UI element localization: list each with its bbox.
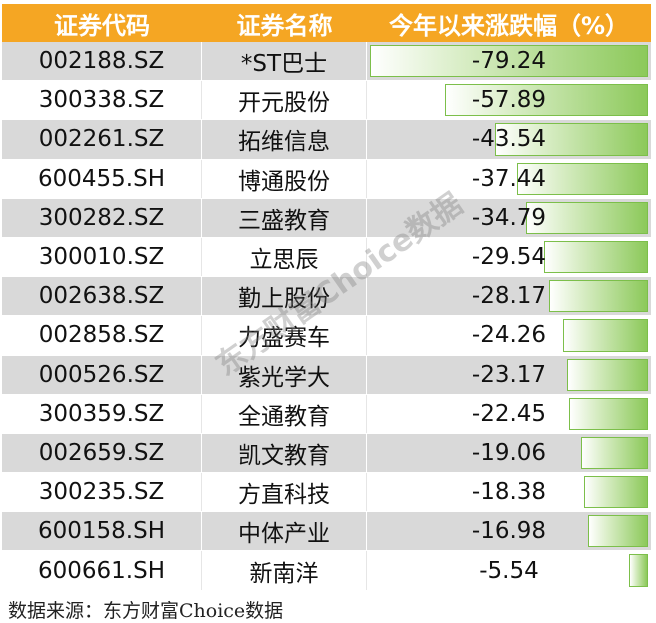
table-row: 002659.SZ 凯文教育 -19.06 [2, 433, 651, 474]
cell-change: -57.89 [367, 81, 651, 119]
cell-name: 新南洋 [202, 551, 367, 590]
cell-name: 紫光学大 [202, 355, 367, 394]
header-code: 证券代码 [54, 11, 150, 40]
table-row: 002638.SZ 勤上股份 -28.17 [2, 277, 651, 317]
cell-code: 300282.SZ [2, 198, 202, 237]
source-note: 数据来源：东方财富Choice数据 [8, 600, 284, 622]
cell-change: -43.54 [367, 120, 651, 158]
cell-change: -28.17 [367, 277, 651, 315]
cell-code: 300010.SZ [2, 237, 202, 277]
table-row: 600661.SH 新南洋 -5.54 [2, 551, 651, 591]
cell-code: 300235.SZ [2, 473, 202, 512]
change-value: -24.26 [471, 322, 547, 349]
cell-change: -79.24 [367, 42, 651, 80]
table-row: 300282.SZ 三盛教育 -34.79 [2, 198, 651, 238]
table-row: 300010.SZ 立思辰 -29.54 [2, 237, 651, 278]
change-bar [544, 240, 648, 274]
change-bar [566, 358, 648, 391]
change-value: -22.45 [471, 400, 547, 427]
cell-code: 002858.SZ [2, 316, 202, 355]
change-bar [549, 280, 648, 313]
cell-code: 000526.SZ [2, 355, 202, 394]
cell-code: 600661.SH [2, 551, 202, 590]
cell-name: 立思辰 [202, 237, 367, 277]
change-bar [628, 554, 648, 587]
cell-code: 600455.SH [2, 159, 202, 198]
cell-name: 拓维信息 [202, 120, 367, 159]
cell-code: 300338.SZ [2, 81, 202, 120]
change-bar [581, 436, 648, 470]
header-change: 今年以来涨跌幅（%） [388, 11, 630, 40]
change-value: -5.54 [479, 557, 539, 584]
cell-name: 中体产业 [202, 512, 367, 551]
cell-code: 002188.SZ [2, 42, 202, 81]
table-row: 002188.SZ *ST巴士 -79.24 [2, 42, 651, 82]
cell-code: 002261.SZ [2, 120, 202, 159]
change-value: -18.38 [471, 479, 547, 506]
change-value: -29.54 [471, 244, 547, 271]
change-value: -57.89 [471, 87, 547, 114]
table-row: 300338.SZ 开元股份 -57.89 [2, 81, 651, 121]
change-bar [562, 319, 648, 352]
table-row: 002261.SZ 拓维信息 -43.54 [2, 120, 651, 160]
change-value: -28.17 [471, 283, 547, 310]
cell-code: 600158.SH [2, 512, 202, 551]
change-value: -34.79 [471, 204, 547, 231]
table-row: 600158.SH 中体产业 -16.98 [2, 512, 651, 552]
cell-change: -5.54 [367, 551, 651, 589]
change-bar [588, 515, 648, 548]
cell-name: *ST巴士 [202, 42, 367, 81]
cell-name: 力盛赛车 [202, 316, 367, 355]
change-bar [444, 84, 648, 117]
table-body: 002188.SZ *ST巴士 -79.24 300338.SZ 开元股份 -57.89 0… [2, 42, 651, 591]
change-value: -37.44 [471, 165, 547, 192]
change-value: -19.06 [471, 439, 547, 466]
table-row: 002858.SZ 力盛赛车 -24.26 [2, 316, 651, 356]
cell-name: 三盛教育 [202, 198, 367, 237]
cell-change: -37.44 [367, 160, 651, 198]
change-value: -43.54 [471, 126, 547, 153]
cell-change: -19.06 [367, 434, 651, 472]
cell-change: -29.54 [367, 238, 651, 276]
cell-change: -23.17 [367, 356, 651, 394]
cell-code: 002638.SZ [2, 277, 202, 316]
table-row: 300359.SZ 全通教育 -22.45 [2, 394, 651, 434]
cell-name: 凯文教育 [202, 433, 367, 473]
cell-name: 全通教育 [202, 394, 367, 433]
cell-code: 300359.SZ [2, 394, 202, 433]
change-bar [583, 476, 648, 509]
cell-change: -16.98 [367, 512, 651, 550]
change-bar [370, 45, 648, 78]
cell-name: 博通股份 [202, 159, 367, 198]
cell-name: 方直科技 [202, 473, 367, 512]
cell-code: 002659.SZ [2, 433, 202, 473]
table-row: 000526.SZ 紫光学大 -23.17 [2, 355, 651, 395]
change-bar [516, 162, 648, 195]
table-header: 证券代码 证券名称 今年以来涨跌幅（%） [2, 4, 651, 42]
cell-name: 开元股份 [202, 81, 367, 120]
cell-change: -18.38 [367, 473, 651, 511]
cell-change: -22.45 [367, 395, 651, 433]
cell-change: -24.26 [367, 316, 651, 354]
cell-name: 勤上股份 [202, 277, 367, 316]
change-bar [495, 123, 648, 156]
change-bar [525, 201, 648, 234]
change-value: -79.24 [471, 48, 547, 75]
cell-change: -34.79 [367, 199, 651, 237]
stock-performance-table: 证券代码 证券名称 今年以来涨跌幅（%） 002188.SZ *ST巴士 -79.2… [2, 4, 651, 591]
table-row: 600455.SH 博通股份 -37.44 [2, 159, 651, 199]
header-name: 证券名称 [236, 11, 333, 40]
change-value: -16.98 [471, 518, 547, 545]
change-bar [569, 397, 648, 430]
table-row: 300235.SZ 方直科技 -18.38 [2, 473, 651, 513]
change-value: -23.17 [471, 361, 547, 388]
